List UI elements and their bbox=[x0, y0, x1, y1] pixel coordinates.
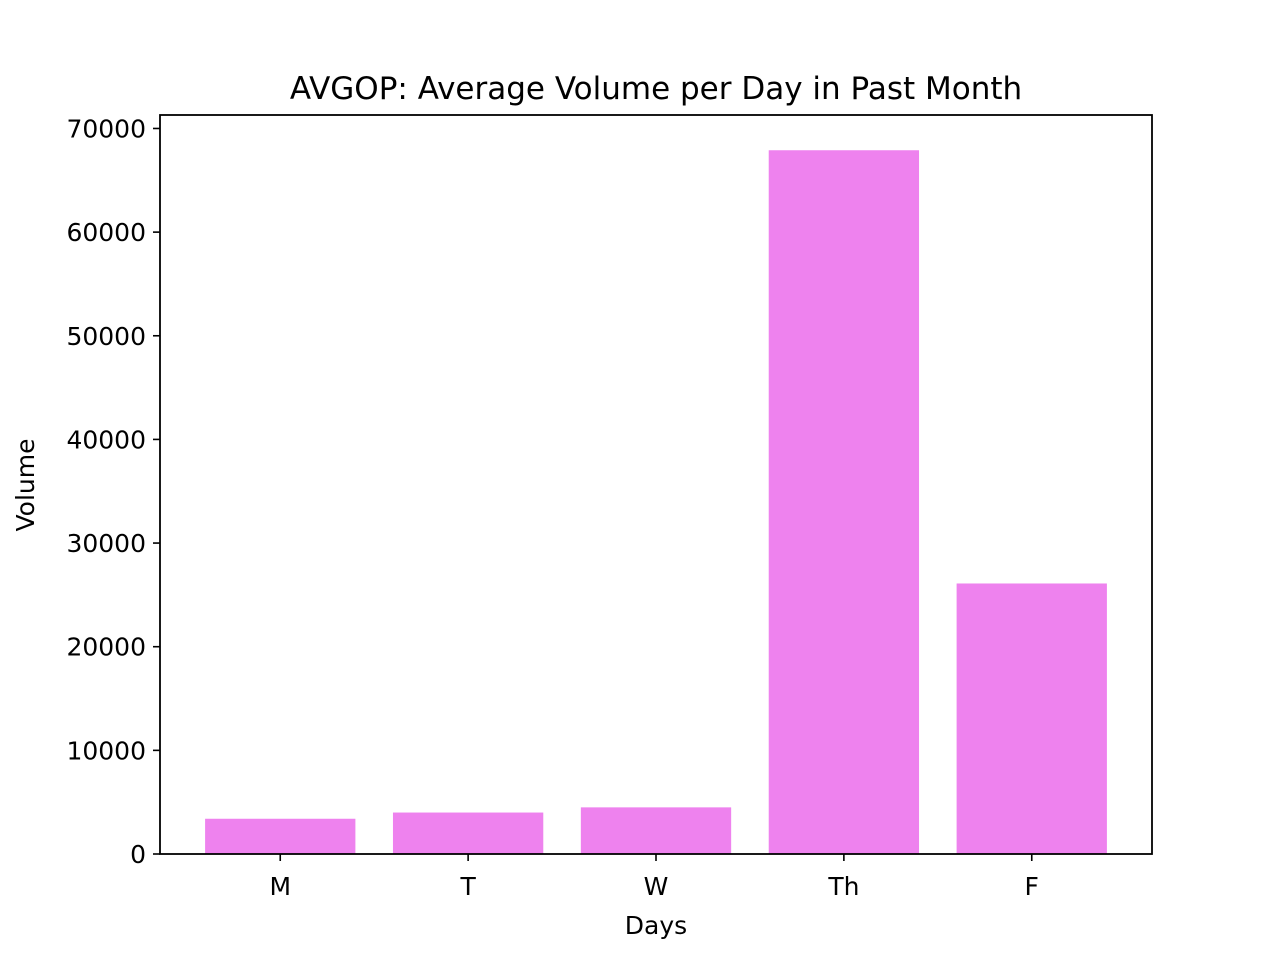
x-tick-label: Th bbox=[827, 872, 859, 901]
chart-title: AVGOP: Average Volume per Day in Past Mo… bbox=[290, 71, 1022, 107]
x-tick-label: T bbox=[459, 872, 476, 901]
x-tick-label: F bbox=[1025, 872, 1039, 901]
bar-th bbox=[768, 150, 920, 854]
y-tick-label: 50000 bbox=[66, 322, 146, 351]
y-axis-ticks: 0 10000 20000 30000 40000 50000 60000 70000 bbox=[66, 114, 160, 869]
y-axis-label: Volume bbox=[11, 439, 40, 532]
y-tick-label: 10000 bbox=[66, 736, 146, 765]
x-tick-label: W bbox=[644, 872, 669, 901]
y-tick-label: 60000 bbox=[66, 218, 146, 247]
x-axis-label: Days bbox=[625, 911, 687, 940]
bar-t bbox=[392, 812, 544, 854]
bar-w bbox=[580, 807, 732, 854]
y-tick-label: 70000 bbox=[66, 114, 146, 143]
bars-group bbox=[205, 150, 1107, 854]
y-tick-label: 30000 bbox=[66, 529, 146, 558]
y-tick-label: 0 bbox=[130, 840, 146, 869]
bar-f bbox=[956, 583, 1107, 854]
x-axis-ticks: M T W Th F bbox=[269, 854, 1039, 901]
y-tick-label: 20000 bbox=[66, 633, 146, 662]
x-tick-label: M bbox=[269, 872, 291, 901]
y-tick-label: 40000 bbox=[66, 425, 146, 454]
bar-m bbox=[205, 818, 356, 854]
